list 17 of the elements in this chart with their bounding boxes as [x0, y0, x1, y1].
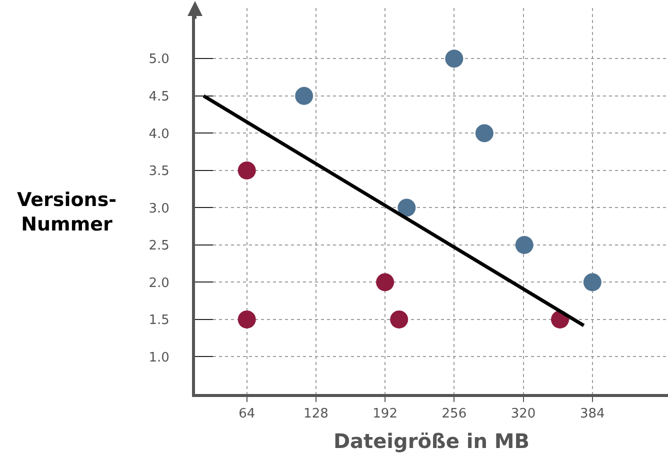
x-tick-label: 192 — [372, 406, 398, 422]
x-tick-label: 320 — [510, 406, 536, 422]
x-tick-label: 256 — [442, 406, 467, 422]
y-tick-label: 5.0 — [148, 52, 170, 68]
y-tick-label: 1.5 — [148, 313, 170, 328]
x-tick-label: 384 — [580, 406, 605, 422]
y-tick-label: 3.0 — [148, 201, 170, 216]
x-tick-label: 128 — [304, 406, 328, 422]
y-tick-label: 1.0 — [148, 350, 170, 366]
y-tick-label: 4.5 — [148, 89, 170, 104]
y-tick-label: 2.5 — [148, 238, 170, 254]
y-axis-title: Versions- Nummer — [17, 189, 117, 236]
y-tick-label: 4.0 — [148, 126, 170, 142]
y-tick-label: 2.0 — [148, 276, 170, 291]
x-axis-title: Dateigröße in MB — [333, 429, 530, 454]
y-tick-label: 3.5 — [148, 164, 170, 179]
x-tick-label: 64 — [238, 406, 256, 422]
